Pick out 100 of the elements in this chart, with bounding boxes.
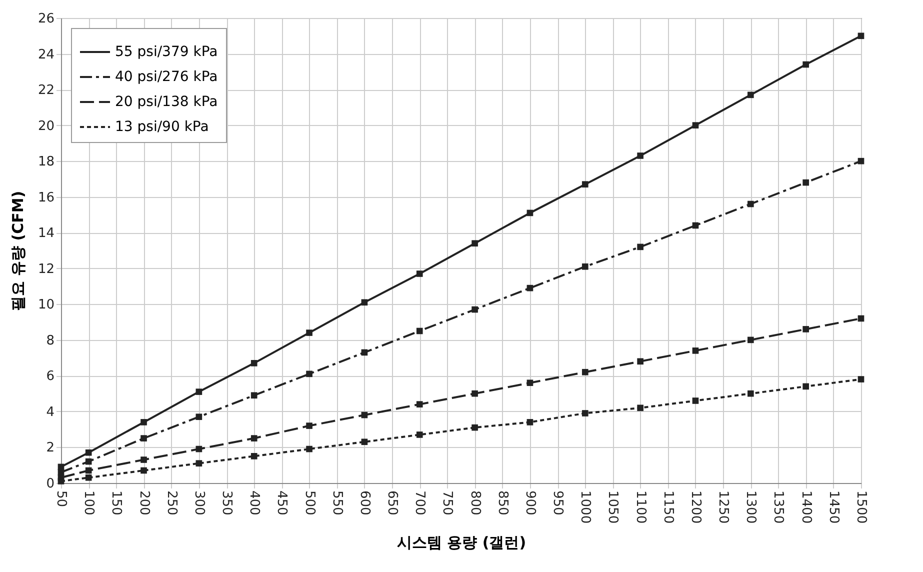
x-tick-label: 550 bbox=[329, 490, 344, 516]
x-tick-label: 450 bbox=[274, 490, 290, 516]
point bbox=[582, 181, 588, 188]
point bbox=[858, 158, 864, 164]
x-tick-label: 50 bbox=[54, 490, 68, 508]
point bbox=[747, 336, 754, 344]
point bbox=[416, 270, 423, 277]
y-tick-label: 0 bbox=[46, 476, 54, 492]
point bbox=[196, 388, 202, 395]
y-tick-label: 22 bbox=[38, 83, 54, 98]
y-tick-label: 8 bbox=[46, 333, 54, 348]
x-tick-label: 350 bbox=[219, 490, 234, 516]
x-tick-label: 700 bbox=[412, 490, 428, 516]
x-tick-label: 150 bbox=[108, 490, 124, 516]
x-tick-label: 250 bbox=[164, 490, 179, 516]
x-tick-label: 1150 bbox=[660, 490, 676, 524]
y-axis-title: 필요 유량 (CFM) bbox=[8, 190, 27, 312]
point bbox=[361, 412, 368, 418]
x-tick-label: 1200 bbox=[688, 490, 703, 524]
point bbox=[802, 326, 809, 332]
point bbox=[306, 422, 312, 429]
point bbox=[747, 390, 754, 397]
point bbox=[582, 410, 588, 416]
x-tick-label: 100 bbox=[81, 490, 96, 516]
point bbox=[361, 438, 368, 446]
x-tick-label: 950 bbox=[550, 490, 566, 516]
point bbox=[472, 424, 478, 431]
point bbox=[140, 467, 147, 474]
y-tick-label: 14 bbox=[38, 226, 54, 242]
point bbox=[416, 432, 423, 438]
y-tick-label: 20 bbox=[38, 118, 54, 134]
point bbox=[140, 435, 147, 442]
point bbox=[692, 398, 699, 404]
legend-label: 20 psi/138 kPa bbox=[115, 94, 218, 110]
point bbox=[582, 368, 588, 376]
x-axis-title: 시스템 용량 (갤런) bbox=[396, 534, 526, 552]
point bbox=[250, 392, 258, 399]
x-tick-label: 1350 bbox=[770, 490, 786, 524]
point bbox=[472, 390, 478, 397]
point bbox=[250, 435, 258, 442]
point bbox=[196, 460, 202, 466]
x-tick-label: 1450 bbox=[826, 490, 841, 524]
point bbox=[692, 122, 699, 128]
x-tick-label: 1050 bbox=[605, 490, 620, 524]
x-tick-label: 200 bbox=[136, 490, 152, 516]
point bbox=[85, 474, 92, 481]
x-tick-label: 650 bbox=[384, 490, 400, 516]
point bbox=[306, 446, 312, 452]
y-tick-label: 2 bbox=[46, 440, 54, 456]
point bbox=[526, 210, 534, 216]
x-tick-label: 1300 bbox=[743, 490, 758, 524]
x-tick-label: 600 bbox=[356, 490, 372, 516]
x-tick-label: 300 bbox=[191, 490, 206, 516]
point bbox=[361, 349, 368, 356]
x-tick-label: 1000 bbox=[578, 490, 593, 524]
point bbox=[196, 446, 202, 452]
x-tick-label: 800 bbox=[467, 490, 482, 516]
point bbox=[637, 152, 644, 159]
point bbox=[802, 383, 809, 390]
x-tick-label: 900 bbox=[522, 490, 538, 516]
y-tick-label: 26 bbox=[38, 12, 54, 26]
point bbox=[526, 284, 534, 292]
y-tick-label: 16 bbox=[38, 190, 54, 206]
y-tick-label: 4 bbox=[46, 404, 54, 420]
y-tick-label: 10 bbox=[38, 298, 54, 313]
point bbox=[196, 414, 202, 420]
point bbox=[858, 32, 864, 40]
legend-label: 13 psi/90 kPa bbox=[115, 119, 209, 135]
point bbox=[472, 306, 478, 313]
x-tick-label: 750 bbox=[440, 490, 455, 516]
x-tick-label: 1500 bbox=[854, 490, 868, 524]
y-tick-label: 24 bbox=[38, 47, 54, 62]
point bbox=[637, 404, 644, 412]
x-tick-label: 1400 bbox=[798, 490, 814, 524]
y-tick-label: 12 bbox=[38, 262, 54, 277]
point bbox=[526, 419, 534, 426]
point bbox=[637, 358, 644, 365]
point bbox=[802, 61, 809, 68]
point bbox=[747, 200, 754, 208]
point bbox=[526, 380, 534, 386]
point bbox=[692, 347, 699, 354]
point bbox=[692, 222, 699, 229]
point bbox=[140, 456, 147, 463]
point bbox=[858, 376, 864, 382]
point bbox=[85, 467, 92, 474]
x-tick-label: 850 bbox=[494, 490, 510, 516]
point bbox=[250, 453, 258, 460]
point bbox=[85, 458, 92, 465]
point bbox=[802, 179, 809, 186]
point bbox=[361, 299, 368, 306]
legend-label: 40 psi/276 kPa bbox=[115, 69, 218, 85]
legend-label: 55 psi/379 kPa bbox=[115, 44, 218, 60]
point bbox=[416, 401, 423, 408]
x-tick-label: 400 bbox=[246, 490, 262, 516]
point bbox=[582, 263, 588, 270]
x-tick-label: 1250 bbox=[716, 490, 731, 524]
point bbox=[306, 330, 312, 336]
point bbox=[472, 240, 478, 247]
point bbox=[637, 244, 644, 250]
point bbox=[416, 328, 423, 334]
